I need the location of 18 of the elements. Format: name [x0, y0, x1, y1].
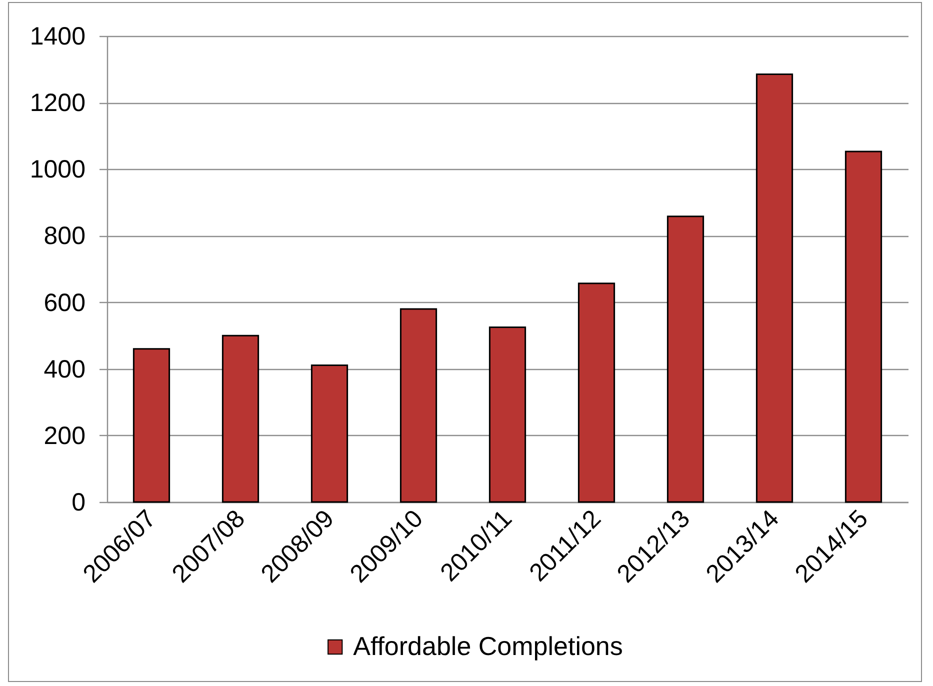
bar	[844, 150, 882, 503]
bar	[488, 326, 526, 503]
y-tick-label: 1200	[30, 89, 86, 118]
bar	[400, 308, 438, 503]
y-tick-label: 600	[44, 288, 86, 317]
bar	[222, 334, 260, 503]
y-tick-label: 200	[44, 422, 86, 450]
y-tick-label: 1000	[30, 156, 86, 184]
bar	[310, 364, 348, 503]
bar	[132, 348, 170, 503]
y-tick-label: 1400	[30, 22, 86, 50]
bar	[666, 216, 704, 503]
y-tick-label: 800	[44, 222, 86, 250]
legend-label: Affordable Completions	[353, 631, 623, 661]
bar	[578, 282, 616, 503]
y-tick-label: 0	[72, 488, 86, 516]
y-tick-label: 400	[44, 355, 86, 384]
bar	[756, 74, 794, 503]
